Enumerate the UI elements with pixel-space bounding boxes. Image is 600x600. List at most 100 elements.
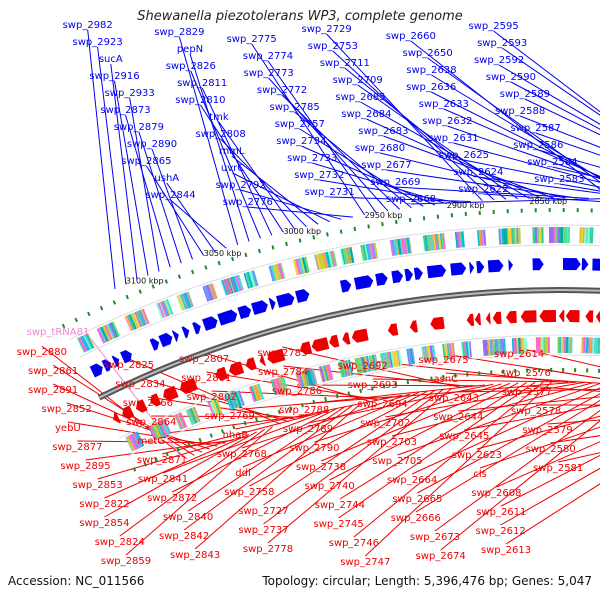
cog-stripe-minus [255, 384, 263, 400]
cog-stripe-minus [426, 345, 430, 362]
cog-stripe-plus [140, 309, 149, 325]
cog-stripe-minus [524, 337, 527, 354]
plus-gene-label: swp_2772 [257, 85, 307, 96]
cog-stripe-plus [563, 227, 564, 243]
cog-stripe-plus [106, 323, 116, 339]
cog-stripe-minus [411, 348, 416, 364]
cog-stripe-plus [165, 299, 174, 315]
cog-stripe-minus [152, 423, 162, 439]
cog-stripe-plus [96, 328, 106, 344]
cog-stripe-minus [422, 346, 427, 363]
tick-mark [125, 294, 129, 300]
cog-stripe-minus [186, 409, 194, 425]
cog-stripe-minus [185, 409, 193, 426]
cog-stripe-minus [295, 372, 301, 389]
plus-gene-label: swp_2734 [276, 136, 326, 147]
cog-stripe-minus [488, 339, 491, 356]
plus-callout-line [524, 98, 600, 136]
cog-stripe-minus [543, 337, 546, 354]
plus-callout-line [443, 108, 600, 178]
plus-callout-line [447, 125, 600, 180]
cog-stripe-plus [132, 312, 140, 328]
cog-stripe-minus [274, 378, 281, 395]
plus-gene-label: swp_2595 [469, 21, 519, 32]
cog-stripe-plus [508, 228, 510, 245]
cog-stripe-plus [277, 263, 284, 280]
cog-stripe-minus [297, 372, 303, 388]
kbp-label: 2900 kbp [447, 201, 485, 210]
cog-stripe-minus [309, 368, 315, 385]
cog-stripe-minus [497, 338, 501, 355]
minus-gene-label: metG [138, 436, 166, 447]
cog-stripe-plus [498, 228, 502, 245]
minus-strand-gene [351, 328, 369, 343]
cog-stripe-minus [541, 337, 544, 354]
cog-stripe-plus [518, 227, 521, 244]
plus-callout-line [483, 193, 600, 203]
cog-stripe-minus [592, 337, 595, 354]
tick-mark [326, 232, 329, 237]
cog-stripe-minus [229, 393, 236, 409]
cog-stripe-minus [389, 351, 393, 368]
cog-stripe-plus [360, 244, 365, 261]
plus-gene-label: swp_2668 [386, 194, 436, 205]
minus-callout-line [525, 366, 600, 379]
track-border [78, 244, 600, 358]
cog-stripe-plus [563, 227, 567, 243]
plus-callout-line [379, 152, 566, 199]
cog-stripe-plus [341, 248, 346, 265]
minus-callout-line [339, 382, 527, 500]
minus-strand-gene [329, 334, 340, 348]
minus-gene-label: swp_2843 [170, 550, 220, 561]
cog-stripe-plus [405, 237, 409, 254]
minus-strand-gene [229, 361, 245, 376]
tick-mark [220, 429, 225, 434]
cog-stripe-plus [566, 227, 568, 243]
cog-stripe-plus [586, 227, 588, 244]
cog-stripe-plus [292, 259, 299, 276]
cog-stripe-minus [347, 359, 352, 376]
minus-gene-label: swp_2737 [238, 525, 288, 536]
cog-stripe-plus [422, 235, 427, 252]
plus-gene-label: swp_2776 [223, 197, 273, 208]
minus-gene-label: swp_2665 [392, 494, 442, 505]
cog-stripe-plus [509, 228, 512, 245]
cog-stripe-plus [81, 335, 91, 351]
minus-strand-gene [136, 399, 148, 413]
plus-strand-gene [339, 279, 352, 293]
cog-stripe-plus [551, 227, 554, 243]
cog-stripe-plus [296, 258, 302, 275]
cog-stripe-minus [125, 436, 133, 452]
cog-stripe-minus [424, 346, 429, 363]
cog-stripe-minus [348, 359, 354, 376]
cog-stripe-plus [179, 294, 186, 310]
cog-stripe-minus [570, 337, 573, 354]
minus-gene-label: swp_2778 [243, 544, 293, 555]
minus-gene-label: swp_2702 [360, 418, 410, 429]
cog-stripe-minus [311, 368, 318, 384]
cog-stripe-plus [342, 248, 348, 265]
cog-stripe-plus [454, 231, 458, 248]
minus-gene-label: swp_2611 [476, 507, 526, 518]
cog-stripe-minus [565, 337, 567, 353]
backbone [69, 224, 600, 457]
minus-callout-line [147, 396, 297, 420]
cog-stripe-minus [178, 412, 188, 428]
plus-callout-line [519, 115, 600, 148]
tick-mark [406, 380, 410, 385]
cog-stripe-minus [588, 337, 592, 354]
cog-stripe-plus [348, 247, 353, 264]
minus-strand-gene [387, 323, 399, 336]
track-border [118, 334, 600, 439]
minus-callout-line [501, 454, 600, 507]
cog-stripe-plus [270, 265, 277, 281]
cog-stripe-plus [557, 227, 560, 243]
plus-callout-line [552, 166, 600, 179]
cog-stripe-minus [410, 348, 414, 365]
cog-stripe-minus [359, 357, 364, 374]
plus-strand-gene [268, 298, 276, 310]
tick-mark [138, 289, 142, 294]
plus-gene-label: swp_2865 [121, 156, 171, 167]
cog-stripe-minus [301, 370, 308, 387]
tick-mark [298, 238, 302, 243]
